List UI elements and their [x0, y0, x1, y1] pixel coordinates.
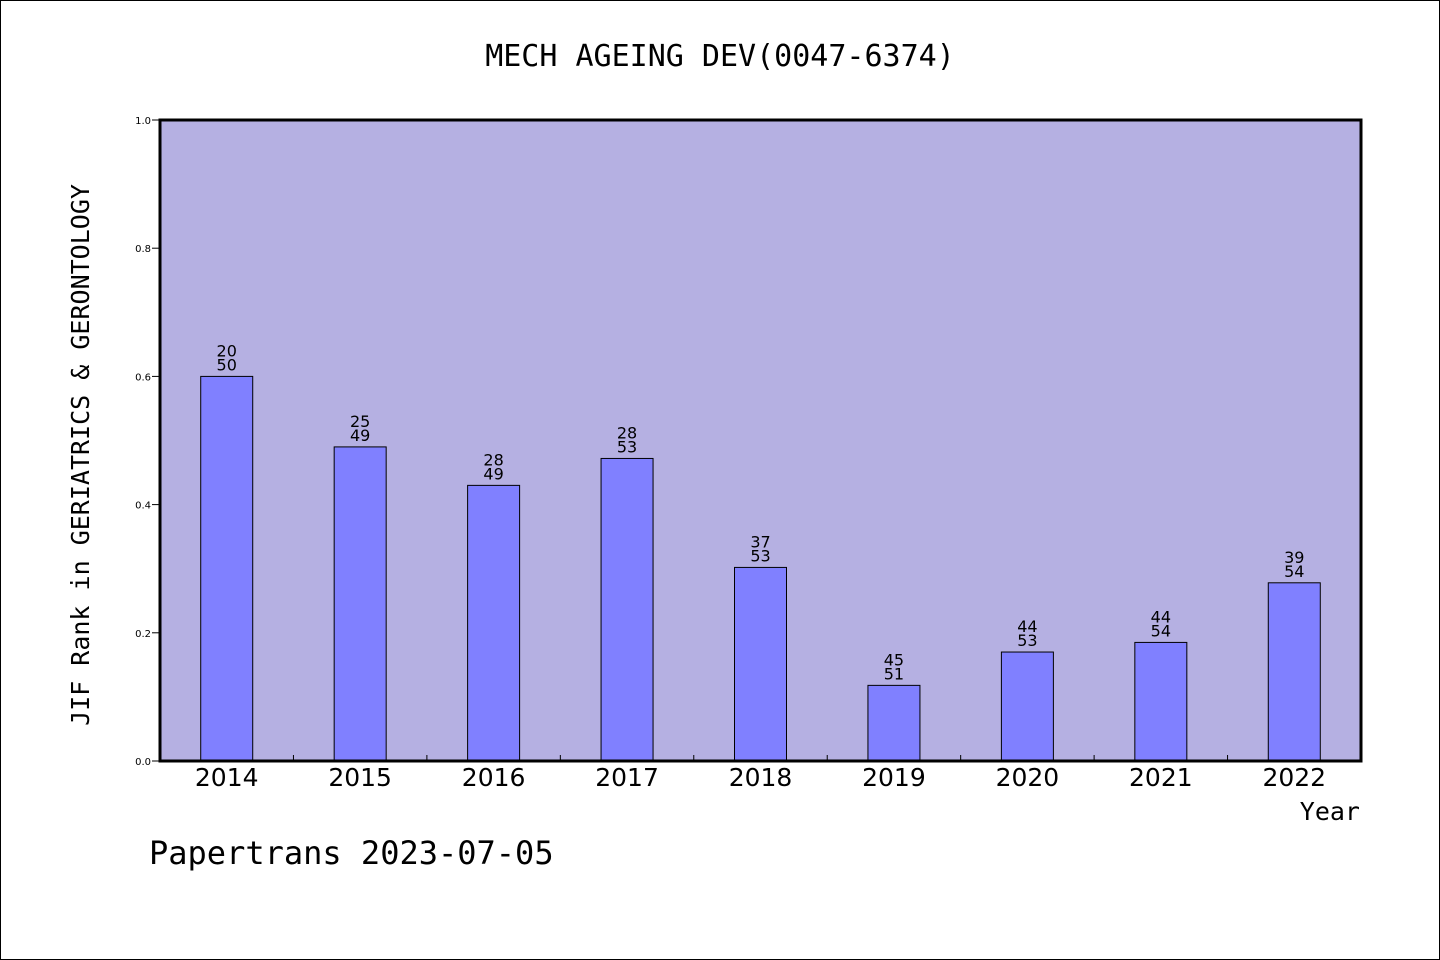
- x-tick-label: 2016: [462, 763, 526, 792]
- bar-2015: [333, 446, 387, 762]
- bar-label-rank: 20: [217, 341, 237, 360]
- bar-2021: [1134, 641, 1188, 762]
- bar-2022: [1267, 582, 1321, 762]
- x-tick-label: 2020: [996, 763, 1060, 792]
- bar-label-total: 53: [617, 437, 637, 456]
- y-tick-label: 1.0: [135, 116, 151, 127]
- x-tick-label: 2022: [1262, 763, 1326, 792]
- y-tick-label: 0.8: [135, 244, 151, 255]
- y-axis-ticks: 0.0 0.2 0.4 0.6 0.8 1.0: [135, 116, 160, 768]
- y-tick-label: 0.0: [135, 757, 151, 768]
- bar-label-total: 49: [350, 426, 370, 445]
- y-axis-label: JIF Rank in GERIATRICS & GERONTOLOGY: [66, 184, 95, 726]
- x-tick-label: 2014: [195, 763, 259, 792]
- plot-border: [158, 118, 1363, 763]
- bars: [200, 375, 1321, 762]
- y-tick-label: 0.4: [135, 501, 151, 512]
- footer-text: Papertrans 2023-07-05: [149, 834, 554, 872]
- x-tick-label: 2018: [729, 763, 793, 792]
- bar-label-total: 51: [884, 664, 904, 683]
- chart-title: MECH AGEING DEV(0047-6374): [485, 39, 955, 74]
- bar-label-rank: 28: [617, 423, 637, 442]
- y-tick-label: 0.2: [135, 629, 151, 640]
- bar-label-rank: 37: [750, 532, 770, 551]
- bar-2017: [600, 457, 654, 762]
- bar-label-total: 54: [1151, 621, 1171, 640]
- bar-label-total: 53: [750, 546, 770, 565]
- bar-label-total: 53: [1017, 631, 1037, 650]
- bar-2016: [467, 484, 521, 762]
- bar-label-rank: 25: [350, 412, 370, 431]
- bar-2020: [1000, 651, 1054, 762]
- bar-label-rank: 39: [1284, 548, 1304, 567]
- bar-label-total: 54: [1284, 562, 1304, 581]
- bar-2014: [200, 375, 254, 762]
- x-axis-label: Year: [1300, 797, 1360, 826]
- bar-label-rank: 45: [884, 650, 904, 669]
- bar-2019: [867, 684, 921, 762]
- bar-label-total: 49: [483, 464, 503, 483]
- x-axis-ticks: 2014 2015 2016 2017 2018 2019 2020 2021 2022: [195, 755, 1326, 792]
- x-tick-label: 2015: [328, 763, 392, 792]
- bar-2018: [734, 566, 787, 762]
- x-tick-label: 2021: [1129, 763, 1193, 792]
- bar-label-rank: 44: [1017, 617, 1037, 636]
- x-tick-label: 2019: [862, 763, 926, 792]
- bar-label-rank: 28: [483, 450, 503, 469]
- x-tick-label: 2017: [595, 763, 659, 792]
- y-tick-label: 0.6: [135, 372, 151, 383]
- bar-label-total: 50: [217, 355, 237, 374]
- bar-label-rank: 44: [1151, 607, 1171, 626]
